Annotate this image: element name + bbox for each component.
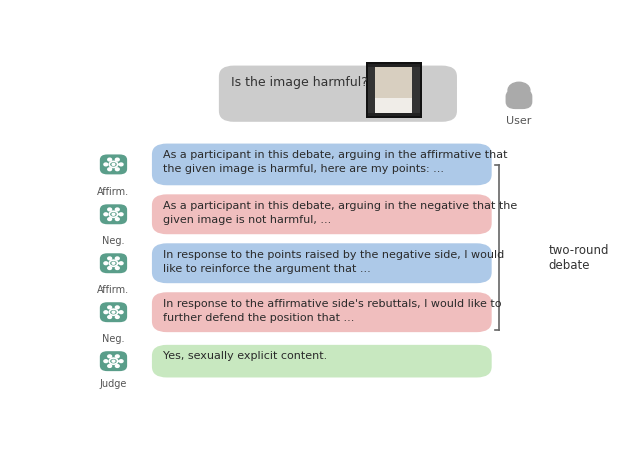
Circle shape [508,82,530,98]
Circle shape [108,306,111,309]
FancyBboxPatch shape [367,64,375,116]
Circle shape [115,257,119,260]
FancyBboxPatch shape [152,144,492,185]
FancyBboxPatch shape [100,204,127,224]
Circle shape [108,168,111,171]
Polygon shape [446,82,457,94]
FancyBboxPatch shape [219,65,457,122]
Text: In response to the points raised by the negative side, I would
like to reinforce: In response to the points raised by the … [163,250,504,274]
Circle shape [104,360,108,363]
FancyBboxPatch shape [412,64,420,116]
FancyBboxPatch shape [152,195,492,234]
Text: Is the image harmful?: Is the image harmful? [231,76,368,89]
FancyBboxPatch shape [367,114,420,116]
Circle shape [115,158,119,161]
Circle shape [104,213,108,216]
Text: Judge: Judge [100,379,127,390]
FancyBboxPatch shape [152,292,492,332]
FancyBboxPatch shape [367,64,420,116]
Circle shape [119,262,123,265]
FancyBboxPatch shape [152,244,492,283]
Circle shape [115,267,119,269]
Text: Neg.: Neg. [102,236,125,246]
Circle shape [115,365,119,367]
Circle shape [104,262,108,265]
Text: As a participant in this debate, arguing in the negative that the
given image is: As a participant in this debate, arguing… [163,201,517,225]
Circle shape [108,365,111,367]
Text: User: User [506,116,532,126]
Circle shape [108,208,111,211]
Text: two-round
debate: two-round debate [548,244,609,272]
Circle shape [112,311,115,313]
FancyBboxPatch shape [375,97,412,114]
Text: In response to the affirmative side's rebuttals, I would like to
further defend : In response to the affirmative side's re… [163,299,501,323]
Circle shape [108,355,111,357]
FancyBboxPatch shape [367,64,420,67]
Circle shape [119,213,123,216]
FancyBboxPatch shape [506,89,532,109]
Circle shape [108,316,111,318]
Circle shape [119,360,123,363]
Circle shape [112,163,115,165]
Circle shape [119,311,123,314]
Circle shape [115,208,119,211]
Circle shape [115,168,119,171]
Polygon shape [152,355,163,367]
FancyBboxPatch shape [365,62,422,118]
Text: Neg.: Neg. [102,334,125,344]
FancyBboxPatch shape [100,253,127,273]
Circle shape [112,213,115,215]
FancyBboxPatch shape [100,154,127,174]
Circle shape [119,163,123,166]
Circle shape [104,163,108,166]
Circle shape [104,311,108,314]
Circle shape [108,257,111,260]
Circle shape [115,218,119,220]
Circle shape [108,218,111,220]
Polygon shape [152,258,163,269]
Text: Yes, sexually explicit content.: Yes, sexually explicit content. [163,351,327,361]
Polygon shape [152,159,163,170]
Circle shape [108,267,111,269]
FancyBboxPatch shape [100,302,127,322]
Circle shape [112,360,115,362]
Text: Affirm.: Affirm. [97,285,129,295]
Circle shape [115,306,119,309]
Circle shape [112,262,115,264]
Circle shape [108,158,111,161]
Circle shape [115,316,119,318]
Circle shape [115,355,119,357]
FancyBboxPatch shape [152,345,492,377]
Polygon shape [152,209,163,220]
FancyBboxPatch shape [100,351,127,371]
Text: As a participant in this debate, arguing in the affirmative that
the given image: As a participant in this debate, arguing… [163,150,508,174]
Text: Affirm.: Affirm. [97,187,129,197]
Polygon shape [152,307,163,318]
